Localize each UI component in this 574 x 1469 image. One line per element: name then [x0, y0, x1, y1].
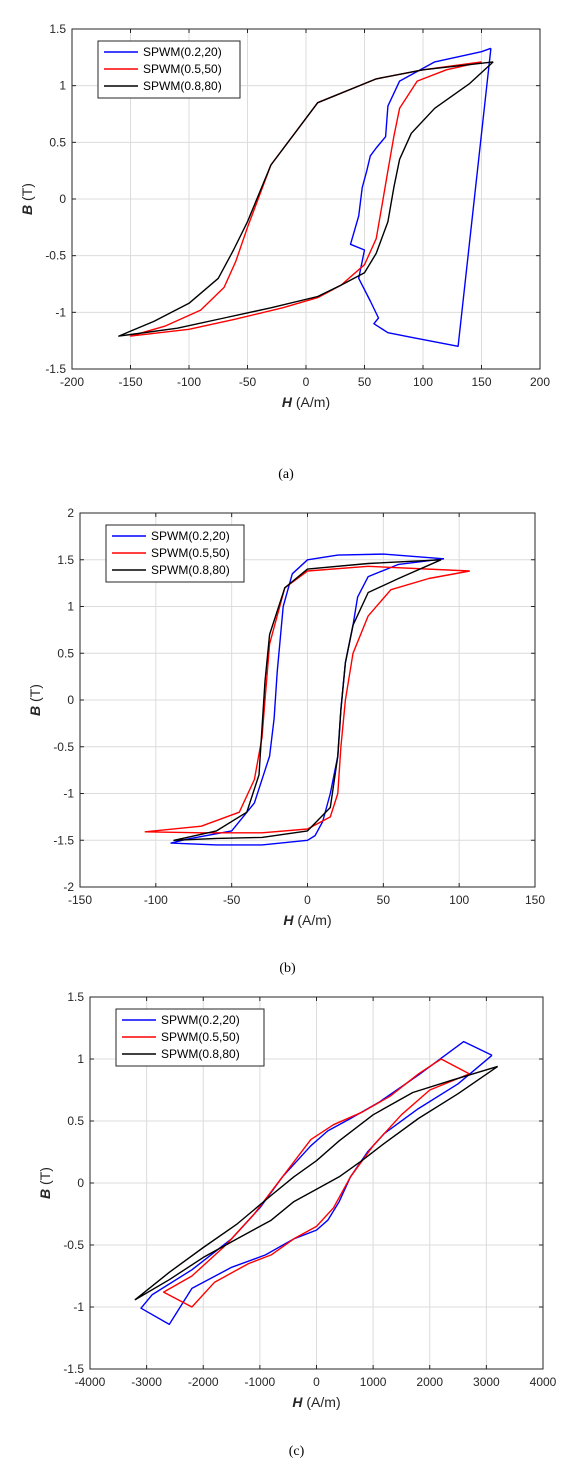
y-tick-label: 1.5 [67, 990, 84, 1004]
series-line-3 [134, 1065, 499, 1301]
y-tick-label: 0 [77, 1176, 84, 1190]
x-axis-label-unit: (A/m) [303, 1394, 341, 1410]
x-tick-label: 1000 [360, 1375, 387, 1389]
y-tick-label: 0.5 [49, 135, 66, 149]
y-tick-label: -1 [63, 787, 74, 801]
panel-caption: (c) [289, 1444, 305, 1459]
y-tick-label: -1 [55, 305, 66, 319]
y-tick-label: -1.5 [63, 1362, 84, 1376]
chart-panel-1: -200 -150 -100 -50 0 50 100 150 200 -1.5 -1 -0.5 0 0.… [19, 22, 550, 482]
y-axis-label: B (T) [19, 183, 35, 215]
legend-label-1: SPWM(0.2,20) [161, 1013, 240, 1027]
legend-label-1: SPWM(0.2,20) [151, 529, 230, 543]
x-tick-label: 100 [449, 893, 469, 907]
legend-label-2: SPWM(0.5,50) [151, 546, 230, 560]
x-tick-label: -4000 [75, 1375, 106, 1389]
x-tick-label: 0 [303, 375, 310, 389]
y-tick-label: -1 [73, 1300, 84, 1314]
x-axis-label-variable: H [292, 1394, 303, 1410]
legend-label-2: SPWM(0.5,50) [161, 1030, 240, 1044]
y-tick-label: -0.5 [63, 1238, 84, 1252]
y-tick-label: 1.5 [57, 553, 74, 567]
y-axis-label: B (T) [27, 684, 43, 716]
x-tick-label: -100 [144, 893, 168, 907]
y-axis-label-variable: B [27, 706, 43, 716]
x-tick-label: 0 [304, 893, 311, 907]
panel-caption: (b) [279, 961, 296, 976]
legend-label-3: SPWM(0.8,80) [143, 79, 222, 93]
y-tick-label: 1 [67, 600, 74, 614]
legend-label-3: SPWM(0.8,80) [161, 1047, 240, 1061]
chart-panel-3: -4000 -3000 -2000 -1000 0 1000 2000 3000 4000 -1.… [37, 990, 557, 1459]
x-tick-label: -200 [60, 375, 84, 389]
x-axis-label-unit: (A/m) [294, 912, 332, 928]
x-tick-label: 150 [525, 893, 545, 907]
x-tick-label: -3000 [131, 1375, 162, 1389]
y-tick-label: 1 [59, 79, 66, 93]
y-tick-label: 0 [59, 192, 66, 206]
y-tick-label: 1 [77, 1052, 84, 1066]
y-tick-label: 0.5 [57, 646, 74, 660]
series-line-2 [144, 565, 470, 834]
x-tick-label: 4000 [530, 1375, 557, 1389]
y-axis-label-variable: B [19, 205, 35, 215]
x-axis-label: H (A/m) [282, 394, 330, 410]
x-axis-label-unit: (A/m) [292, 394, 330, 410]
y-axis-label-variable: B [37, 1189, 53, 1199]
legend: SPWM(0.2,20) SPWM(0.5,50) SPWM(0.8,80) [115, 1008, 265, 1067]
x-tick-label: -50 [223, 893, 241, 907]
series-line-3 [173, 559, 442, 841]
y-tick-label: -1.5 [45, 362, 66, 376]
x-tick-label: 50 [358, 375, 372, 389]
legend-label-2: SPWM(0.5,50) [143, 62, 222, 76]
x-tick-label: -1000 [245, 1375, 276, 1389]
chart-panel-2: -150 -100 -50 0 50 100 150 -2 -1.5 -1 -0.5 0 0.5 1 1.5… [27, 506, 545, 976]
legend: SPWM(0.2,20) SPWM(0.5,50) SPWM(0.8,80) [105, 524, 245, 583]
y-tick-label: -2 [63, 880, 74, 894]
x-tick-label: 3000 [473, 1375, 500, 1389]
x-tick-label: -150 [68, 893, 92, 907]
x-axis-label: H (A/m) [283, 912, 331, 928]
x-axis-label: H (A/m) [292, 1394, 340, 1410]
legend-label-3: SPWM(0.8,80) [151, 563, 230, 577]
x-tick-label: -50 [239, 375, 257, 389]
series-line-2 [162, 1058, 470, 1308]
x-tick-label: -100 [177, 375, 201, 389]
y-tick-label: -0.5 [53, 740, 74, 754]
x-tick-label: -150 [118, 375, 142, 389]
legend-label-1: SPWM(0.2,20) [143, 45, 222, 59]
y-tick-label: 1.5 [49, 22, 66, 36]
x-tick-label: 100 [413, 375, 433, 389]
x-tick-label: 50 [377, 893, 391, 907]
x-tick-label: 2000 [416, 1375, 443, 1389]
x-axis-label-variable: H [282, 394, 293, 410]
x-tick-label: 0 [313, 1375, 320, 1389]
y-axis-label-unit: (T) [37, 1167, 53, 1189]
legend: SPWM(0.2,20) SPWM(0.5,50) SPWM(0.8,80) [97, 40, 241, 99]
x-axis-label-variable: H [283, 912, 294, 928]
panel-caption: (a) [278, 467, 294, 482]
y-tick-label: -0.5 [45, 249, 66, 263]
x-tick-label: 150 [471, 375, 491, 389]
y-axis-label-unit: (T) [19, 183, 35, 205]
y-axis-label: B (T) [37, 1167, 53, 1199]
x-tick-label: -2000 [188, 1375, 219, 1389]
series-line-3 [118, 61, 494, 337]
y-tick-label: 0 [67, 693, 74, 707]
y-axis-label-unit: (T) [27, 684, 43, 706]
series-line-1 [349, 47, 492, 347]
y-tick-label: -1.5 [53, 833, 74, 847]
y-tick-label: 2 [67, 506, 74, 520]
y-tick-label: 0.5 [67, 1114, 84, 1128]
x-tick-label: 200 [530, 375, 550, 389]
